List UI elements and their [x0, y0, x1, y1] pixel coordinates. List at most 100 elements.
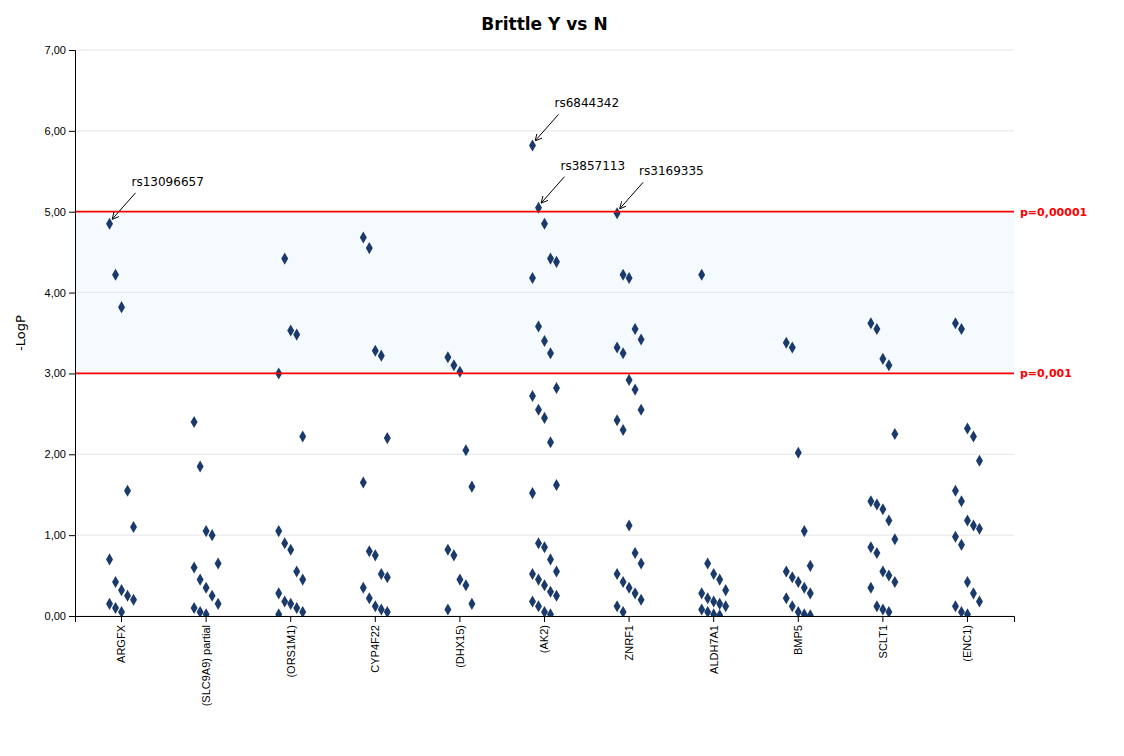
- point: [378, 604, 385, 616]
- point: [287, 325, 294, 337]
- point: [106, 598, 113, 610]
- point: [444, 544, 451, 556]
- point: [444, 351, 451, 363]
- point: [547, 253, 554, 265]
- x-tick-label: ALDH7A1: [708, 625, 720, 674]
- point: [541, 412, 548, 424]
- point: [976, 595, 983, 607]
- point: [106, 553, 113, 565]
- x-tick-label: (ENC1): [961, 625, 973, 662]
- x-tick: (ORS1M1): [285, 616, 297, 678]
- point: [372, 549, 379, 561]
- plot: p=0,00001p=0,0010,001,002,003,004,005,00…: [45, 44, 1088, 706]
- point: [873, 547, 880, 559]
- point: [541, 541, 548, 553]
- point: [626, 519, 633, 531]
- point: [553, 565, 560, 577]
- x-tick: (SLC9A9) partial: [200, 616, 212, 706]
- point: [614, 600, 621, 612]
- point: [867, 541, 874, 553]
- y-tick: 7,00: [45, 44, 75, 56]
- point: [964, 608, 971, 616]
- point: [638, 557, 645, 569]
- point: [958, 539, 965, 551]
- point: [281, 253, 288, 265]
- point: [891, 576, 898, 588]
- point: [620, 606, 627, 616]
- reference-line: [75, 211, 1014, 213]
- point: [964, 576, 971, 588]
- y-axis-line: [69, 51, 76, 617]
- x-tick: (DHX15): [454, 616, 466, 668]
- x-tick: ARGFX: [115, 616, 127, 663]
- y-tick: 4,00: [45, 287, 75, 299]
- point: [783, 565, 790, 577]
- marks: [75, 139, 1014, 616]
- point: [867, 317, 874, 329]
- shaded-band: [75, 212, 1014, 374]
- point: [638, 594, 645, 606]
- point: [716, 574, 723, 586]
- point: [801, 582, 808, 594]
- point: [789, 571, 796, 583]
- x-tick-mark: [967, 616, 968, 622]
- point: [541, 606, 548, 616]
- point: [215, 557, 222, 569]
- point: [976, 455, 983, 467]
- x-tick-label: (DHX15): [454, 625, 466, 668]
- point: [879, 353, 886, 365]
- x-tick-label: (SLC9A9) partial: [200, 625, 212, 706]
- point: [716, 598, 723, 610]
- point: [976, 523, 983, 535]
- point: [632, 587, 639, 599]
- point: [952, 317, 959, 329]
- point: [529, 487, 536, 499]
- point: [553, 590, 560, 602]
- x-tick: SCLT1: [877, 616, 889, 658]
- point: [462, 579, 469, 591]
- x-tick-mark: [713, 616, 714, 622]
- point: [958, 495, 965, 507]
- point: [873, 498, 880, 510]
- point: [867, 495, 874, 507]
- point: [360, 477, 367, 489]
- point: [885, 606, 892, 616]
- x-axis: ARGFX(SLC9A9) partial(ORS1M1)CYP4F22(DHX…: [76, 616, 1015, 706]
- y-tick-mark: [69, 212, 75, 213]
- point: [795, 606, 802, 616]
- point: [275, 608, 282, 616]
- point: [553, 256, 560, 268]
- point: [873, 600, 880, 612]
- point: [879, 565, 886, 577]
- y-tick-mark: [69, 50, 75, 51]
- x-axis-line: [76, 617, 1015, 623]
- x-tick-mark: [544, 616, 545, 622]
- point: [203, 608, 210, 616]
- point: [366, 545, 373, 557]
- point: [638, 333, 645, 345]
- grid-line: [75, 211, 1014, 212]
- point: [468, 481, 475, 493]
- y-axis-title: -LogP: [13, 315, 28, 351]
- point: [118, 606, 125, 616]
- point: [378, 350, 385, 362]
- point: [209, 590, 216, 602]
- x-tick: BMP5: [792, 616, 804, 655]
- point: [879, 503, 886, 515]
- y-tick: 5,00: [45, 206, 75, 218]
- x-tick-label: ARGFX: [115, 624, 127, 663]
- point: [372, 600, 379, 612]
- x-tick-label: (AK2): [538, 625, 550, 653]
- y-tick-mark: [69, 131, 75, 132]
- point: [197, 606, 204, 616]
- point: [783, 592, 790, 604]
- annotation-arrow: [620, 182, 643, 208]
- x-tick: (ENC1): [961, 616, 973, 662]
- point: [529, 139, 536, 151]
- title: Brittle Y vs N: [481, 14, 607, 34]
- point: [710, 608, 717, 616]
- point: [807, 560, 814, 572]
- point: [620, 347, 627, 359]
- point: [191, 416, 198, 428]
- point: [281, 595, 288, 607]
